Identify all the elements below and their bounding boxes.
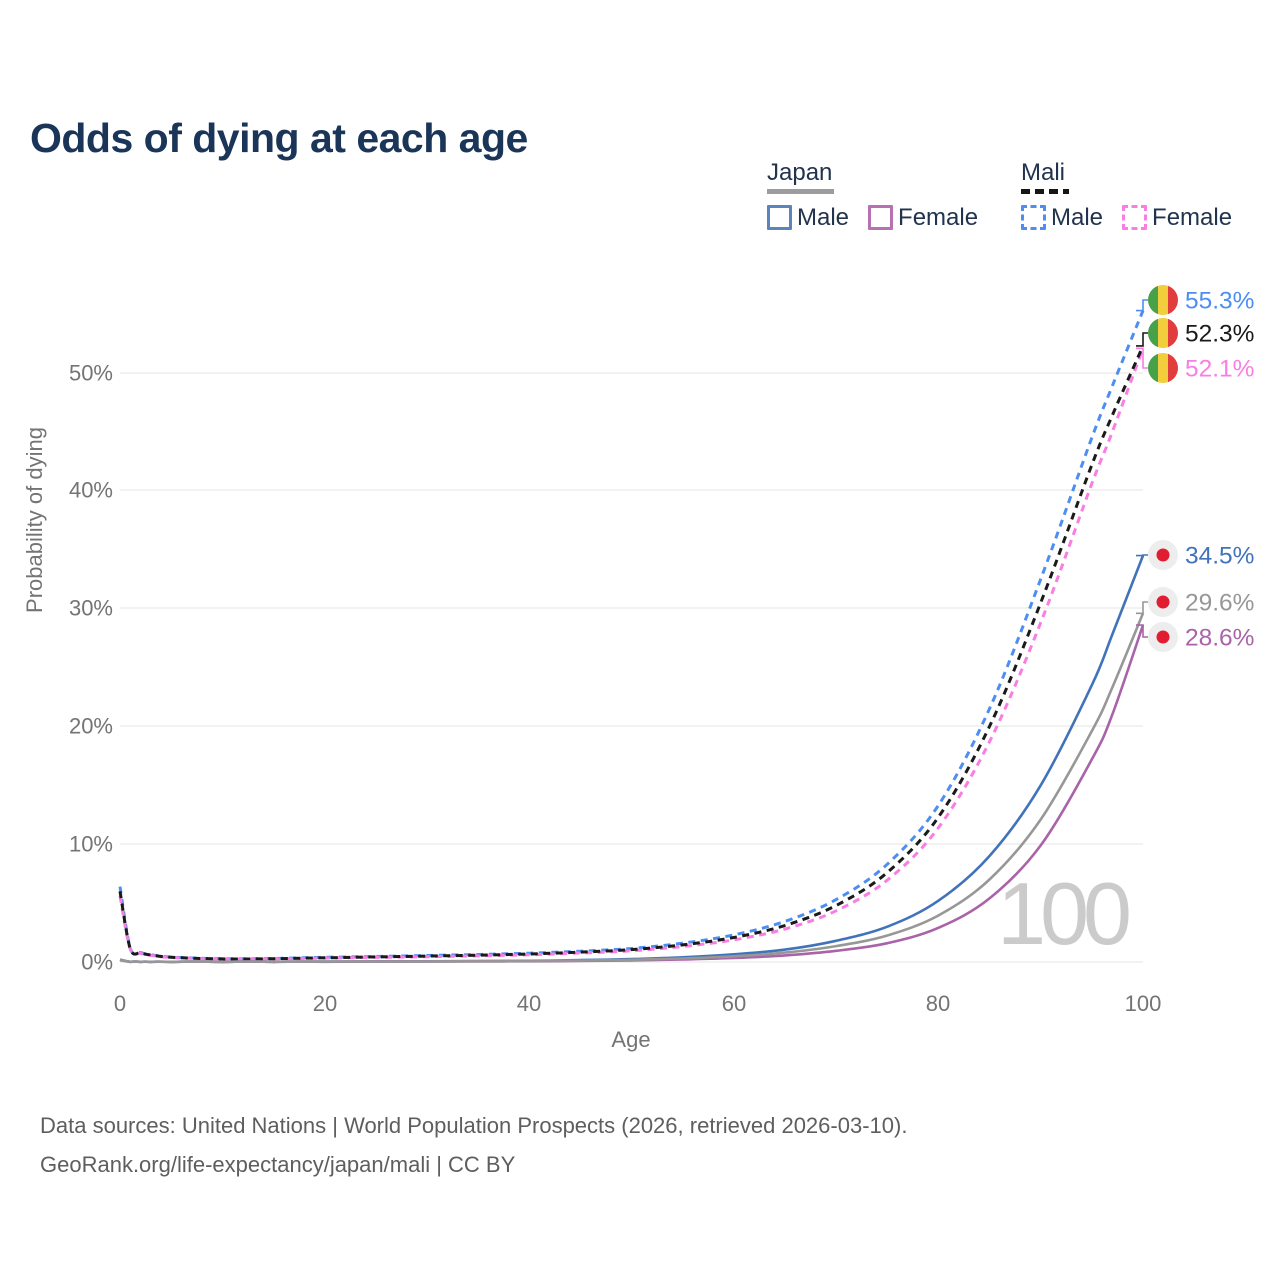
legend-mali-combined-swatch[interactable]: [1021, 189, 1069, 194]
label-connector-japan-female: [1136, 624, 1148, 638]
y-tick-0: 0%: [81, 950, 113, 975]
legend-japan-title: Japan: [767, 159, 833, 186]
mali-flag-icon: [1148, 318, 1178, 348]
label-connector-mali-both: [1136, 332, 1148, 347]
series-layer: [118, 310, 1145, 964]
mali-female-label: Female: [1152, 203, 1233, 231]
gridlines: [120, 372, 1143, 963]
japan-female-swatch: [868, 205, 894, 230]
end-label-mali-both: 52.3%: [1185, 321, 1254, 348]
y-tick-30: 30%: [69, 596, 113, 621]
y-tick-40: 40%: [69, 478, 113, 503]
legend-item-mali-male[interactable]: Male: [1021, 204, 1103, 232]
y-axis-title: Probability of dying: [22, 427, 47, 613]
japan-female-label: Female: [898, 203, 979, 231]
x-tick-80: 80: [926, 991, 950, 1016]
line-mali-female[interactable]: [118, 347, 1145, 961]
label-connector-japan-male: [1136, 554, 1148, 557]
x-tick-0: 0: [114, 991, 126, 1016]
label-connector-mali-male: [1136, 299, 1148, 312]
legend-japan-combined-swatch[interactable]: [767, 189, 834, 194]
x-tick-100: 100: [1125, 991, 1162, 1016]
end-label-japan-both: 29.6%: [1185, 590, 1254, 617]
mali-flag-icon: [1148, 353, 1178, 383]
page-title: Odds of dying at each age: [30, 115, 528, 162]
y-axis: 50% 40% 30% 20% 10% 0% Probability of dy…: [22, 361, 113, 975]
x-tick-20: 20: [313, 991, 337, 1016]
legend-mali-title: Mali: [1021, 159, 1066, 186]
label-connector-mali-female: [1136, 347, 1148, 369]
japan-male-label: Male: [797, 203, 850, 231]
legend-item-japan-female[interactable]: Female: [868, 204, 978, 232]
x-tick-60: 60: [722, 991, 746, 1016]
line-japan-male[interactable]: [119, 555, 1145, 964]
end-annotations: 55.3% 52.3% 52.1% 34.5% 29.6% 28.6%: [1136, 285, 1254, 652]
end-label-japan-male: 34.5%: [1185, 543, 1254, 570]
mali-female-swatch: [1122, 205, 1148, 230]
legend-group-japan: Japan Male Female: [767, 160, 978, 232]
line-japan-both[interactable]: [119, 612, 1145, 964]
line-japan-female[interactable]: [119, 624, 1145, 964]
japan-male-swatch: [767, 205, 792, 230]
end-label-japan-female: 28.6%: [1185, 625, 1254, 652]
label-connector-japan-both: [1136, 601, 1148, 615]
japan-flag-icon: [1148, 587, 1178, 617]
mali-male-label: Male: [1051, 203, 1104, 231]
x-axis-title: Age: [611, 1027, 650, 1052]
end-label-mali-female: 52.1%: [1185, 356, 1254, 383]
mali-flag-icon: [1148, 285, 1178, 315]
legend-group-mali: Mali Male Female: [1021, 160, 1232, 232]
footer-line-2: GeoRank.org/life-expectancy/japan/mali |…: [40, 1152, 516, 1177]
data-source-footer: Data sources: United Nations | World Pop…: [40, 1106, 907, 1184]
footer-line-1: Data sources: United Nations | World Pop…: [40, 1113, 908, 1138]
legend-item-mali-female[interactable]: Female: [1122, 204, 1232, 232]
y-tick-10: 10%: [69, 832, 113, 857]
x-axis: 0 20 40 60 80 100 Age: [114, 991, 1161, 1052]
x-tick-40: 40: [517, 991, 541, 1016]
japan-flag-icon: [1148, 622, 1178, 652]
mali-male-swatch: [1021, 205, 1046, 230]
age-watermark: 100: [997, 864, 1129, 963]
end-label-mali-male: 55.3%: [1185, 288, 1254, 315]
line-mali-male[interactable]: [118, 310, 1145, 961]
line-mali-both[interactable]: [118, 345, 1145, 961]
y-tick-50: 50%: [69, 361, 113, 386]
y-tick-20: 20%: [69, 714, 113, 739]
legend-item-japan-male[interactable]: Male: [767, 204, 849, 232]
japan-flag-icon: [1148, 540, 1178, 570]
